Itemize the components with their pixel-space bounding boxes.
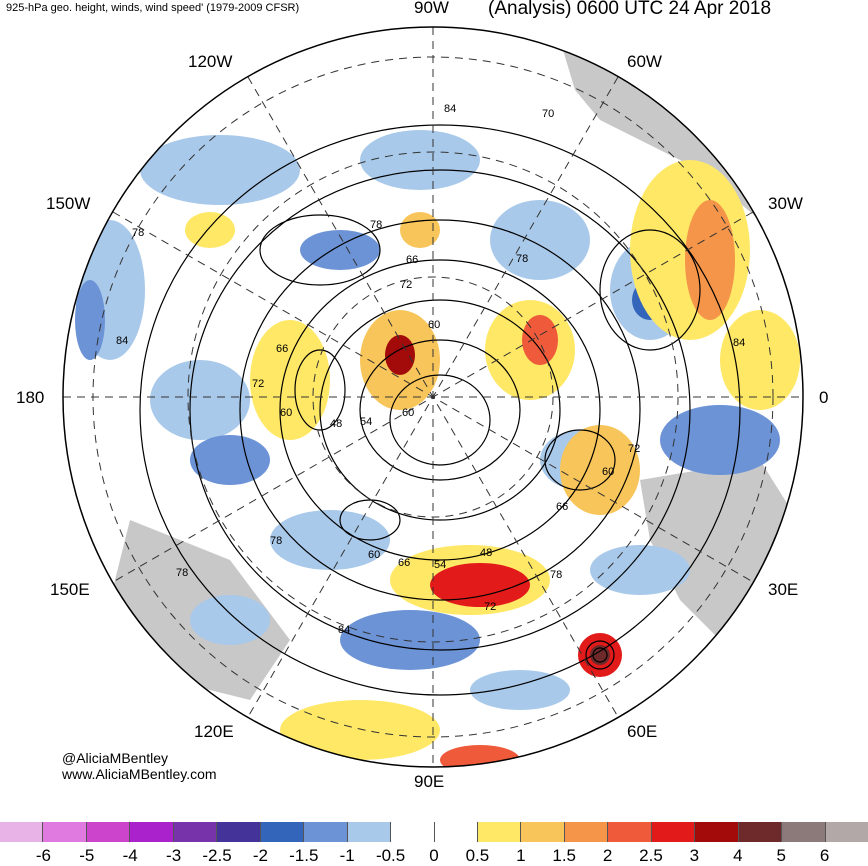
colorbar-swatch (0, 822, 44, 842)
longitude-label-60w: 60W (627, 52, 662, 71)
longitude-label-30e: 30E (768, 580, 799, 599)
colorbar-tick-label: 4 (733, 846, 743, 865)
colorbar-tick-label: 3 (689, 846, 700, 865)
contour-label: 78 (370, 219, 382, 231)
colorbar-tick-label: -2.5 (202, 846, 232, 865)
contour-label: 72 (252, 378, 264, 390)
colorbar-tick-label: 5 (776, 846, 786, 865)
credit-website: www.AliciaMBentley.com (62, 766, 217, 782)
contour-label: 60 (602, 466, 614, 478)
analysis-time-title: (Analysis) 0600 UTC 24 Apr 2018 (488, 0, 772, 19)
contour-label: 60 (428, 319, 440, 331)
colorbar-swatch (217, 822, 261, 842)
contour-label: 48 (480, 547, 492, 559)
colorbar-swatch (347, 822, 392, 842)
colorbar-swatch (260, 822, 305, 842)
contour-label: 84 (338, 624, 350, 636)
negative-wind-anomalies (75, 130, 780, 710)
longitude-label-120e: 120E (194, 722, 234, 741)
contour-label: 78 (550, 569, 562, 581)
contour-label: 60 (402, 407, 414, 419)
colorbar-tick-label: -2 (252, 846, 268, 865)
colorbar-swatch (477, 822, 522, 842)
contour-label: 66 (406, 254, 418, 266)
colorbar-tick-label: -1.5 (289, 846, 319, 865)
contour-label: 78 (516, 253, 528, 265)
contour-label: 72 (484, 601, 496, 613)
longitude-label-60e: 60E (627, 722, 658, 741)
longitude-label-90e: 90E (414, 772, 445, 791)
colorbar-tick-label: 2 (602, 846, 613, 865)
colorbar (0, 822, 868, 842)
contour-label: 66 (556, 501, 568, 513)
contour-label: 78 (176, 567, 188, 579)
contour-label: 72 (400, 279, 412, 291)
height-contours (139, 124, 741, 696)
colorbar-tick-label: 6 (819, 846, 830, 865)
longitude-label-120w: 120W (188, 52, 233, 71)
colorbar-swatch (825, 822, 868, 842)
polar-stereographic-map: 84 70 78 66 72 78 84 84 66 72 60 60 48 5… (62, 26, 804, 768)
colorbar-swatch (391, 822, 435, 842)
colorbar-swatch (651, 822, 696, 842)
colorbar-swatch (521, 822, 565, 842)
contour-label: 60 (280, 407, 292, 419)
colorbar-tick-label: 1 (516, 846, 526, 865)
colorbar-tick-label: 0.5 (465, 846, 490, 865)
contour-value-labels: 84 70 78 66 72 78 84 84 66 72 60 60 48 5… (116, 103, 745, 636)
colorbar-swatch (608, 822, 652, 842)
longitude-label-150e: 150E (50, 580, 90, 599)
contour-label: 66 (398, 557, 410, 569)
colorbar-tick-label: -1 (339, 846, 355, 865)
contour-label: 60 (368, 549, 380, 561)
contour-label: 78 (132, 227, 144, 239)
colorbar-tick-label: 1.5 (552, 846, 577, 865)
colorbar-swatch (738, 822, 783, 842)
colorbar-swatch (434, 822, 478, 842)
colorbar-tick-label: -3 (166, 846, 182, 865)
graticule (63, 27, 803, 767)
colorbar-tick-label: -0.5 (375, 846, 406, 865)
colorbar-tick-label: -4 (122, 846, 138, 865)
colorbar-swatch (564, 822, 609, 842)
colorbar-swatch (173, 822, 218, 842)
contour-label: 70 (542, 108, 554, 120)
colorbar-swatch (304, 822, 348, 842)
colorbar-swatch (130, 822, 174, 842)
contour-label: 84 (444, 103, 456, 115)
colorbar-tick-label: 2.5 (639, 846, 663, 865)
colorbar-tick-label: -6 (35, 846, 51, 865)
colorbar-swatch (782, 822, 826, 842)
longitude-label-150w: 150W (46, 194, 91, 213)
credit-handle: @AliciaMBentley (62, 750, 169, 766)
contour-label: 54 (360, 416, 372, 428)
contour-label: 66 (276, 343, 288, 355)
contour-label: 72 (628, 443, 640, 455)
longitude-label-90w: 90W (414, 0, 449, 17)
longitude-label-180: 180 (16, 388, 45, 407)
contour-label: 84 (116, 335, 128, 347)
colorbar-tick-label: 0 (429, 846, 439, 865)
contour-label: 84 (733, 337, 745, 349)
colorbar-swatch (695, 822, 739, 842)
contour-label: 78 (270, 535, 282, 547)
colorbar-tick-labels: -6 -5 -4 -3 -2.5 -2 -1.5 -1 -0.5 0 0.5 1 1.5 2 2.5 3 4 5 6 (0, 846, 868, 866)
contour-label: 48 (330, 418, 342, 430)
colorbar-tick-label: -5 (79, 846, 95, 865)
longitude-label-0: 0 (819, 388, 829, 407)
map-title: 925-hPa geo. height, winds, wind speed' … (6, 2, 300, 14)
contour-label: 54 (434, 559, 446, 571)
colorbar-swatch (43, 822, 87, 842)
longitude-label-30w: 30W (768, 194, 803, 213)
colorbar-swatch (86, 822, 131, 842)
